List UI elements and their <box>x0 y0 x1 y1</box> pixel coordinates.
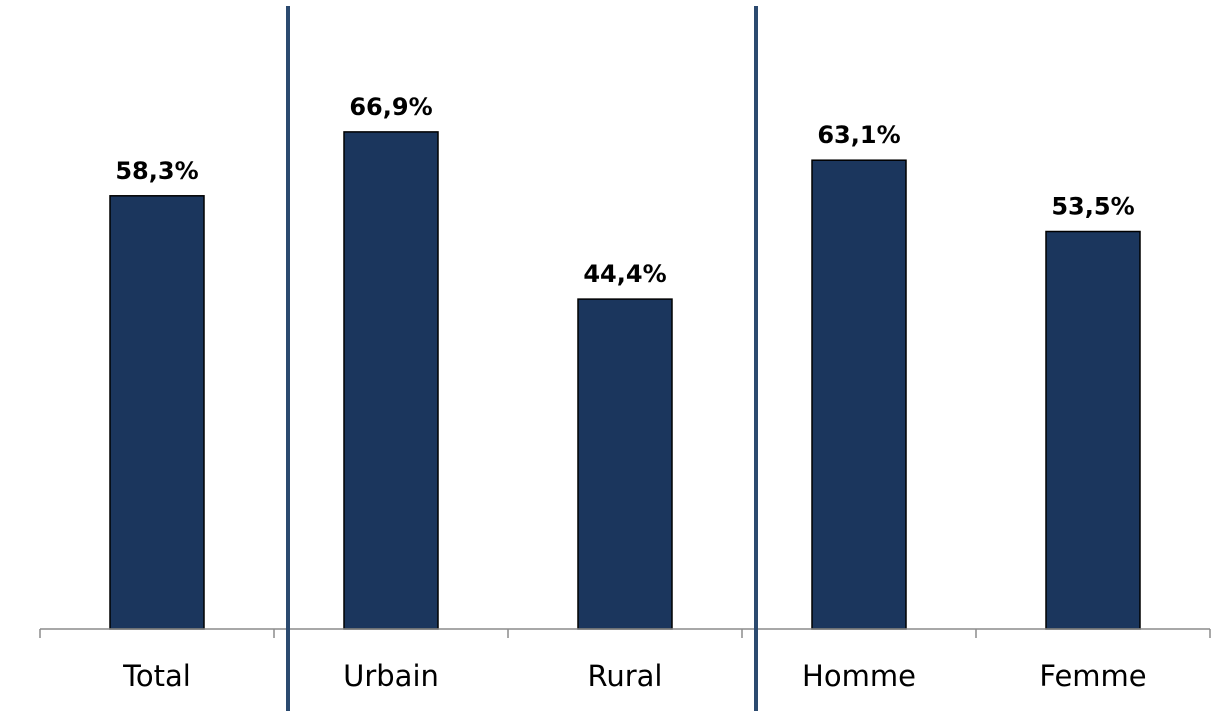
value-labels-layer: 58,3% 66,9% 44,4% 63,1% 53,5% <box>115 93 1134 288</box>
value-label-urbain: 66,9% <box>349 93 432 121</box>
category-label-urbain: Urbain <box>343 659 439 693</box>
bar-total <box>109 195 205 630</box>
x-axis-ticks <box>39 629 1211 638</box>
category-label-total: Total <box>122 659 191 693</box>
bar-urbain <box>343 131 439 630</box>
value-label-rural: 44,4% <box>583 260 666 288</box>
bars-layer <box>109 131 1141 630</box>
category-labels-layer: Total Urbain Rural Homme Femme <box>122 659 1147 693</box>
bar-femme <box>1045 230 1141 630</box>
value-label-homme: 63,1% <box>817 121 900 149</box>
bar-rural <box>577 298 673 630</box>
value-label-femme: 53,5% <box>1051 193 1134 221</box>
value-label-total: 58,3% <box>115 157 198 185</box>
category-label-rural: Rural <box>588 659 663 693</box>
category-label-femme: Femme <box>1039 659 1146 693</box>
category-label-homme: Homme <box>802 659 916 693</box>
bar-homme <box>811 159 907 630</box>
